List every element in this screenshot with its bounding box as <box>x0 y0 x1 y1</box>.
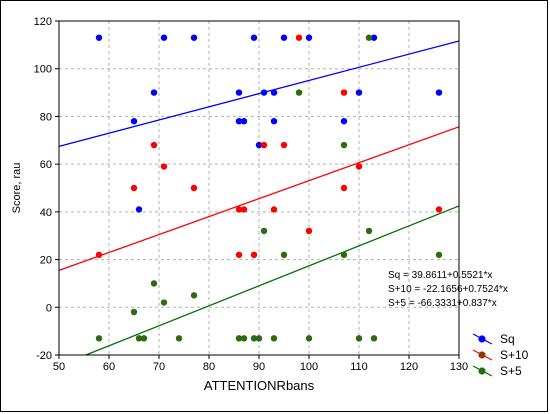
point-sq <box>281 35 287 41</box>
equation-sq: Sq = 39.8611+0.5521*x <box>388 270 492 281</box>
point-s5 <box>306 335 312 341</box>
axis-ticks: 50 60 70 80 90 100 110 120 130 -20 0 20 40 60 80 100 120 <box>34 16 469 373</box>
y-tick-label: 120 <box>34 16 52 28</box>
point-sq <box>131 118 137 124</box>
point-s5 <box>261 228 267 234</box>
point-sq <box>356 89 362 95</box>
y-tick-label: 100 <box>34 64 52 76</box>
point-s5 <box>366 35 372 41</box>
point-s5 <box>296 89 302 95</box>
point-s5 <box>281 252 287 258</box>
point-s5 <box>96 335 102 341</box>
legend-label-sq: Sq <box>500 332 515 346</box>
point-sq <box>161 35 167 41</box>
y-axis-title: Score, rau <box>11 163 23 214</box>
point-sq <box>271 89 277 95</box>
legend-item-sq: Sq <box>473 332 515 346</box>
y-tick-label: 80 <box>40 111 52 123</box>
point-s5 <box>436 252 442 258</box>
point-sq <box>96 35 102 41</box>
x-tick-label: 80 <box>203 361 215 373</box>
legend-item-s5: S+5 <box>473 364 522 378</box>
point-s10 <box>151 142 157 148</box>
y-tick-label: 0 <box>46 302 52 314</box>
x-tick-label: 110 <box>350 361 368 373</box>
point-s5 <box>341 142 347 148</box>
point-s10 <box>261 142 267 148</box>
data-points <box>96 35 442 342</box>
point-s10 <box>191 185 197 191</box>
y-tick-label: 40 <box>40 207 52 219</box>
y-tick-label: -20 <box>36 350 52 362</box>
x-tick-label: 100 <box>300 361 318 373</box>
point-s10 <box>341 185 347 191</box>
point-sq <box>341 118 347 124</box>
point-sq <box>251 35 257 41</box>
point-sq <box>261 89 267 95</box>
point-s5 <box>341 252 347 258</box>
point-sq <box>191 35 197 41</box>
point-sq <box>136 206 142 212</box>
legend-label-s10: S+10 <box>500 348 529 362</box>
legend-marker-s10 <box>478 351 485 358</box>
point-s10 <box>241 206 247 212</box>
equation-s10: S+10 = -22.1656+0.7524*x <box>388 284 508 295</box>
point-s5 <box>271 335 277 341</box>
legend-label-s5: S+5 <box>500 364 522 378</box>
point-s10 <box>296 35 302 41</box>
point-s5 <box>366 228 372 234</box>
point-s5 <box>141 335 147 341</box>
y-tick-label: 60 <box>40 159 52 171</box>
point-s10 <box>131 185 137 191</box>
x-tick-label: 130 <box>450 361 468 373</box>
legend-item-s10: S+10 <box>473 348 529 362</box>
x-tick-label: 90 <box>253 361 265 373</box>
point-s5 <box>371 335 377 341</box>
point-sq <box>306 35 312 41</box>
equation-s5: S+5 = -66.3331+0.837*x <box>388 298 497 309</box>
point-s10 <box>341 89 347 95</box>
point-sq <box>151 89 157 95</box>
point-s10 <box>306 228 312 234</box>
point-s5 <box>131 309 137 315</box>
x-tick-label: 120 <box>400 361 418 373</box>
legend: Sq S+10 S+5 <box>473 332 529 378</box>
point-s5 <box>161 299 167 305</box>
point-s10 <box>236 252 242 258</box>
point-s10 <box>161 163 167 169</box>
point-sq <box>271 118 277 124</box>
point-s10 <box>251 252 257 258</box>
point-s10 <box>356 163 362 169</box>
x-tick-label: 70 <box>153 361 165 373</box>
x-axis-title: ATTENTIONRbans <box>204 378 315 393</box>
point-s10 <box>281 142 287 148</box>
point-s5 <box>176 335 182 341</box>
point-s5 <box>191 292 197 298</box>
point-s10 <box>96 252 102 258</box>
x-tick-label: 60 <box>103 361 115 373</box>
legend-marker-s5 <box>478 367 485 374</box>
point-s5 <box>241 335 247 341</box>
point-s5 <box>356 335 362 341</box>
legend-marker-sq <box>478 335 485 342</box>
point-s10 <box>436 206 442 212</box>
point-sq <box>241 118 247 124</box>
x-tick-label: 50 <box>53 361 65 373</box>
point-sq <box>436 89 442 95</box>
point-sq <box>236 89 242 95</box>
regression-equations: Sq = 39.8611+0.5521*x S+10 = -22.1656+0.… <box>388 270 508 309</box>
point-s5 <box>256 335 262 341</box>
point-s10 <box>271 206 277 212</box>
point-s5 <box>151 280 157 286</box>
y-tick-label: 20 <box>40 255 52 267</box>
